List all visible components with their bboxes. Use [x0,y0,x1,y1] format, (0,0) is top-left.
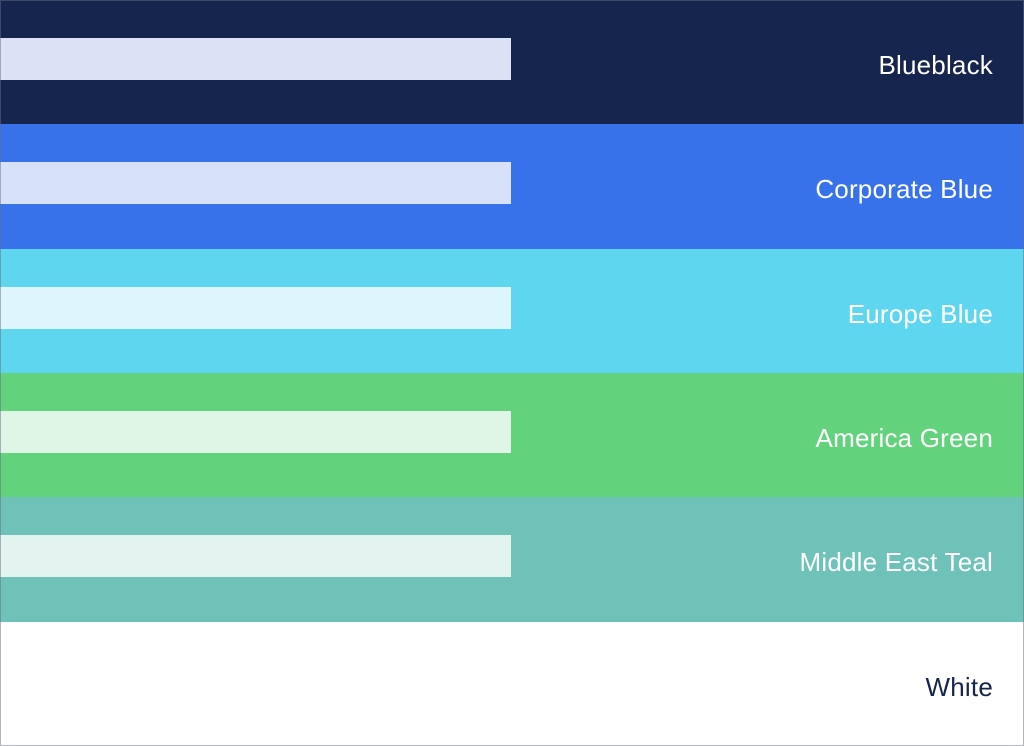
tint-bar [0,162,511,205]
palette-row-europe-blue: Europe Blue [0,248,1024,373]
tint-bar [0,660,511,702]
color-name-label: Corporate Blue [815,174,993,205]
palette-row-corporate-blue: Corporate Blue [0,124,1024,249]
tint-bar [0,410,511,453]
palette-row-blueblack: Blueblack [0,0,1024,125]
color-name-label: America Green [815,422,993,453]
color-name-label: Europe Blue [847,298,993,329]
tint-bar [0,38,511,80]
tint-bar [0,286,511,329]
palette-row-america-green: America Green [0,372,1024,498]
color-name-label: Middle East Teal [799,547,993,578]
color-name-label: White [925,671,993,702]
tint-bar [0,535,511,578]
palette-row-middle-east-teal: Middle East Teal [0,497,1024,622]
color-name-label: Blueblack [878,50,993,80]
palette-row-white: White [0,621,1024,746]
